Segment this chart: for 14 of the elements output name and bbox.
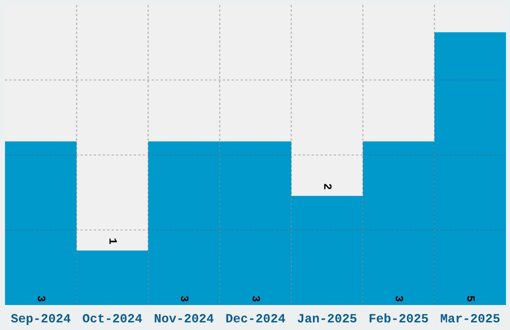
data-label: 3 xyxy=(38,296,46,302)
x-tick-label: Nov-2024 xyxy=(154,314,214,323)
data-label: 5 xyxy=(467,296,475,302)
data-label: 3 xyxy=(180,296,188,302)
data-label: 1 xyxy=(109,238,117,244)
data-label: 2 xyxy=(324,184,332,190)
x-tick-label: Dec-2024 xyxy=(226,314,286,323)
x-tick-label: Oct-2024 xyxy=(82,314,142,323)
x-tick-label: Mar-2025 xyxy=(440,314,500,323)
data-label: 3 xyxy=(252,296,260,302)
x-tick-label: Jan-2025 xyxy=(298,314,356,323)
data-label: 3 xyxy=(396,296,404,302)
x-tick-label: Feb-2025 xyxy=(370,313,428,323)
x-tick-label: Sep-2024 xyxy=(11,314,70,325)
